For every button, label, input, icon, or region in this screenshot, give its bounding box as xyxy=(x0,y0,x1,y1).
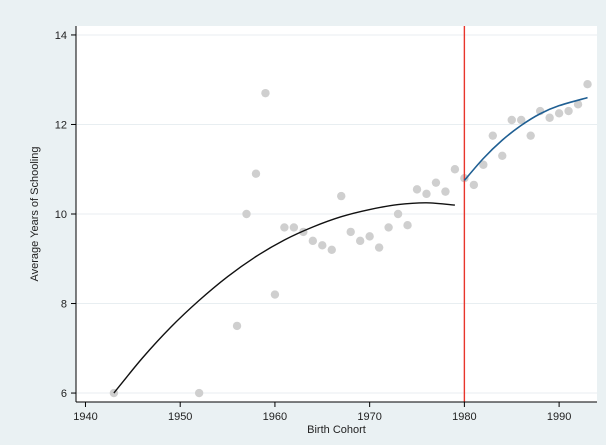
data-point xyxy=(469,180,479,190)
data-point xyxy=(384,223,393,232)
data-point xyxy=(479,160,488,169)
data-point xyxy=(337,191,346,201)
data-point xyxy=(507,115,516,125)
data-point xyxy=(232,321,242,331)
x-tick-label: 1950 xyxy=(168,411,192,423)
data-point xyxy=(488,131,497,140)
y-axis-label: Average Years of Schooling xyxy=(29,147,41,282)
y-tick-label: 8 xyxy=(61,299,67,311)
data-point xyxy=(261,88,270,98)
data-point xyxy=(289,223,299,232)
y-tick-label: 14 xyxy=(55,30,67,42)
x-tick-label: 1980 xyxy=(452,411,476,423)
y-tick-label: 6 xyxy=(61,388,67,400)
data-point xyxy=(498,151,507,161)
data-points xyxy=(109,79,592,398)
gridlines xyxy=(76,34,597,394)
data-point xyxy=(554,109,564,118)
axes: 6 8 10 12 14 1940 1950 1960 1970 1980 1990 xyxy=(55,26,597,423)
data-point xyxy=(308,236,318,246)
data-point xyxy=(422,189,431,199)
data-point xyxy=(242,209,251,219)
data-point xyxy=(403,220,412,230)
data-point xyxy=(194,388,204,398)
data-point xyxy=(583,79,592,89)
data-point xyxy=(412,185,422,194)
x-tick-label: 1990 xyxy=(547,411,571,423)
data-point xyxy=(374,243,384,252)
data-point xyxy=(327,245,336,255)
data-point xyxy=(545,113,554,122)
x-tick-label: 1940 xyxy=(73,411,97,423)
data-point xyxy=(318,241,327,250)
fit-curve-left xyxy=(113,202,455,394)
data-point xyxy=(270,290,280,299)
x-tick-label: 1970 xyxy=(357,411,381,423)
data-point xyxy=(355,236,365,246)
data-point xyxy=(450,165,460,174)
data-point xyxy=(280,223,289,232)
data-point xyxy=(441,187,450,196)
y-tick-label: 10 xyxy=(55,209,67,221)
x-axis-label: Birth Cohort xyxy=(307,424,366,436)
fit-curve-right xyxy=(463,96,588,181)
data-point xyxy=(573,100,583,109)
data-point xyxy=(431,178,441,187)
data-point xyxy=(393,209,403,219)
data-point xyxy=(564,106,573,116)
data-point xyxy=(517,115,526,125)
y-tick-label: 12 xyxy=(55,119,67,131)
data-point xyxy=(365,232,374,241)
x-tick-label: 1960 xyxy=(263,411,287,423)
data-point xyxy=(251,169,261,178)
data-point xyxy=(346,227,355,237)
data-point xyxy=(526,131,535,140)
